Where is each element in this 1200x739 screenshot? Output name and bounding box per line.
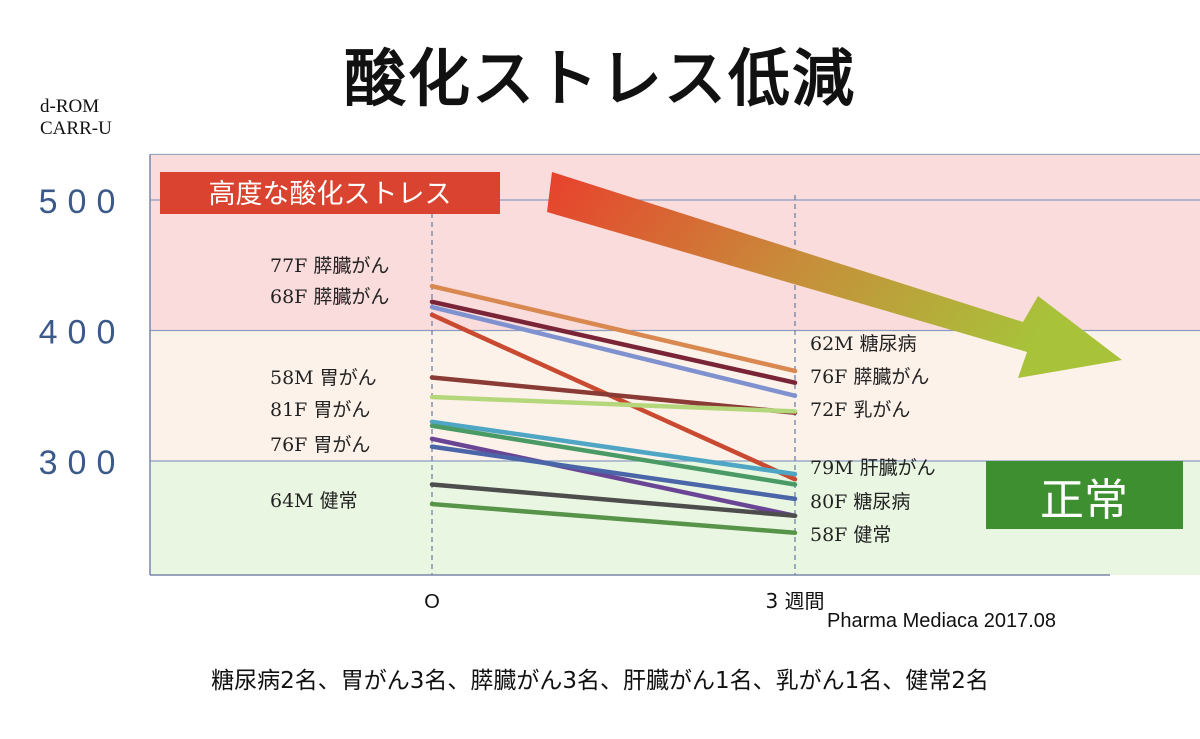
zone-label-normal-bg xyxy=(986,461,1183,529)
right-label-2: 72F 乳がん xyxy=(810,399,910,421)
y-axis-label-line-1: d-ROM xyxy=(40,96,100,117)
series-line-1 xyxy=(429,299,798,385)
x-tick-0: O xyxy=(424,591,440,613)
y-tick-500: 500 xyxy=(39,183,126,221)
zone-label-normal: 正常 xyxy=(1040,475,1128,526)
series-line-7 xyxy=(429,423,798,487)
left-label-0: 77F 膵臓がん xyxy=(270,255,389,277)
chart-title: 酸化ストレス低減 xyxy=(343,42,856,115)
zone-label-high-bg xyxy=(160,172,500,214)
right-label-1: 76F 膵臓がん xyxy=(810,366,929,388)
trend-arrow-icon xyxy=(547,172,1122,378)
left-label-4: 76F 胃がん xyxy=(270,434,370,456)
left-label-3: 81F 胃がん xyxy=(270,399,370,421)
left-label-5: 64M 健常 xyxy=(270,490,358,512)
y-tick-300: 300 xyxy=(39,444,126,482)
x-tick-1: 3 週間 xyxy=(765,589,824,613)
right-label-3: 79M 肝臓がん xyxy=(810,457,936,479)
right-label-0: 62M 糖尿病 xyxy=(810,333,917,355)
series-line-0 xyxy=(429,283,798,374)
series-line-5 xyxy=(429,394,798,414)
footer-summary: 糖尿病2名、胃がん3名、膵臓がん3名、肝臓がん1名、乳がん1名、健常2名 xyxy=(211,668,989,694)
series-line-9 xyxy=(429,444,798,502)
series-line-11 xyxy=(429,501,798,536)
left-label-2: 58M 胃がん xyxy=(270,367,377,389)
band-middle xyxy=(150,330,1200,461)
series-line-8 xyxy=(429,436,798,519)
y-axis-label: d-ROM CARR-U xyxy=(40,96,112,140)
series-line-6 xyxy=(429,419,798,477)
zone-label-high: 高度な酸化ストレス xyxy=(209,179,452,210)
right-label-4: 80F 糖尿病 xyxy=(810,491,910,513)
series-line-2 xyxy=(429,304,798,398)
source-credit: Pharma Mediaca 2017.08 xyxy=(827,610,1057,632)
right-label-5: 58F 健常 xyxy=(810,524,891,546)
y-tick-400: 400 xyxy=(39,314,126,352)
series-line-10 xyxy=(429,482,798,519)
y-axis-label-line-2: CARR-U xyxy=(40,118,112,139)
left-label-1: 68F 膵臓がん xyxy=(270,286,389,308)
